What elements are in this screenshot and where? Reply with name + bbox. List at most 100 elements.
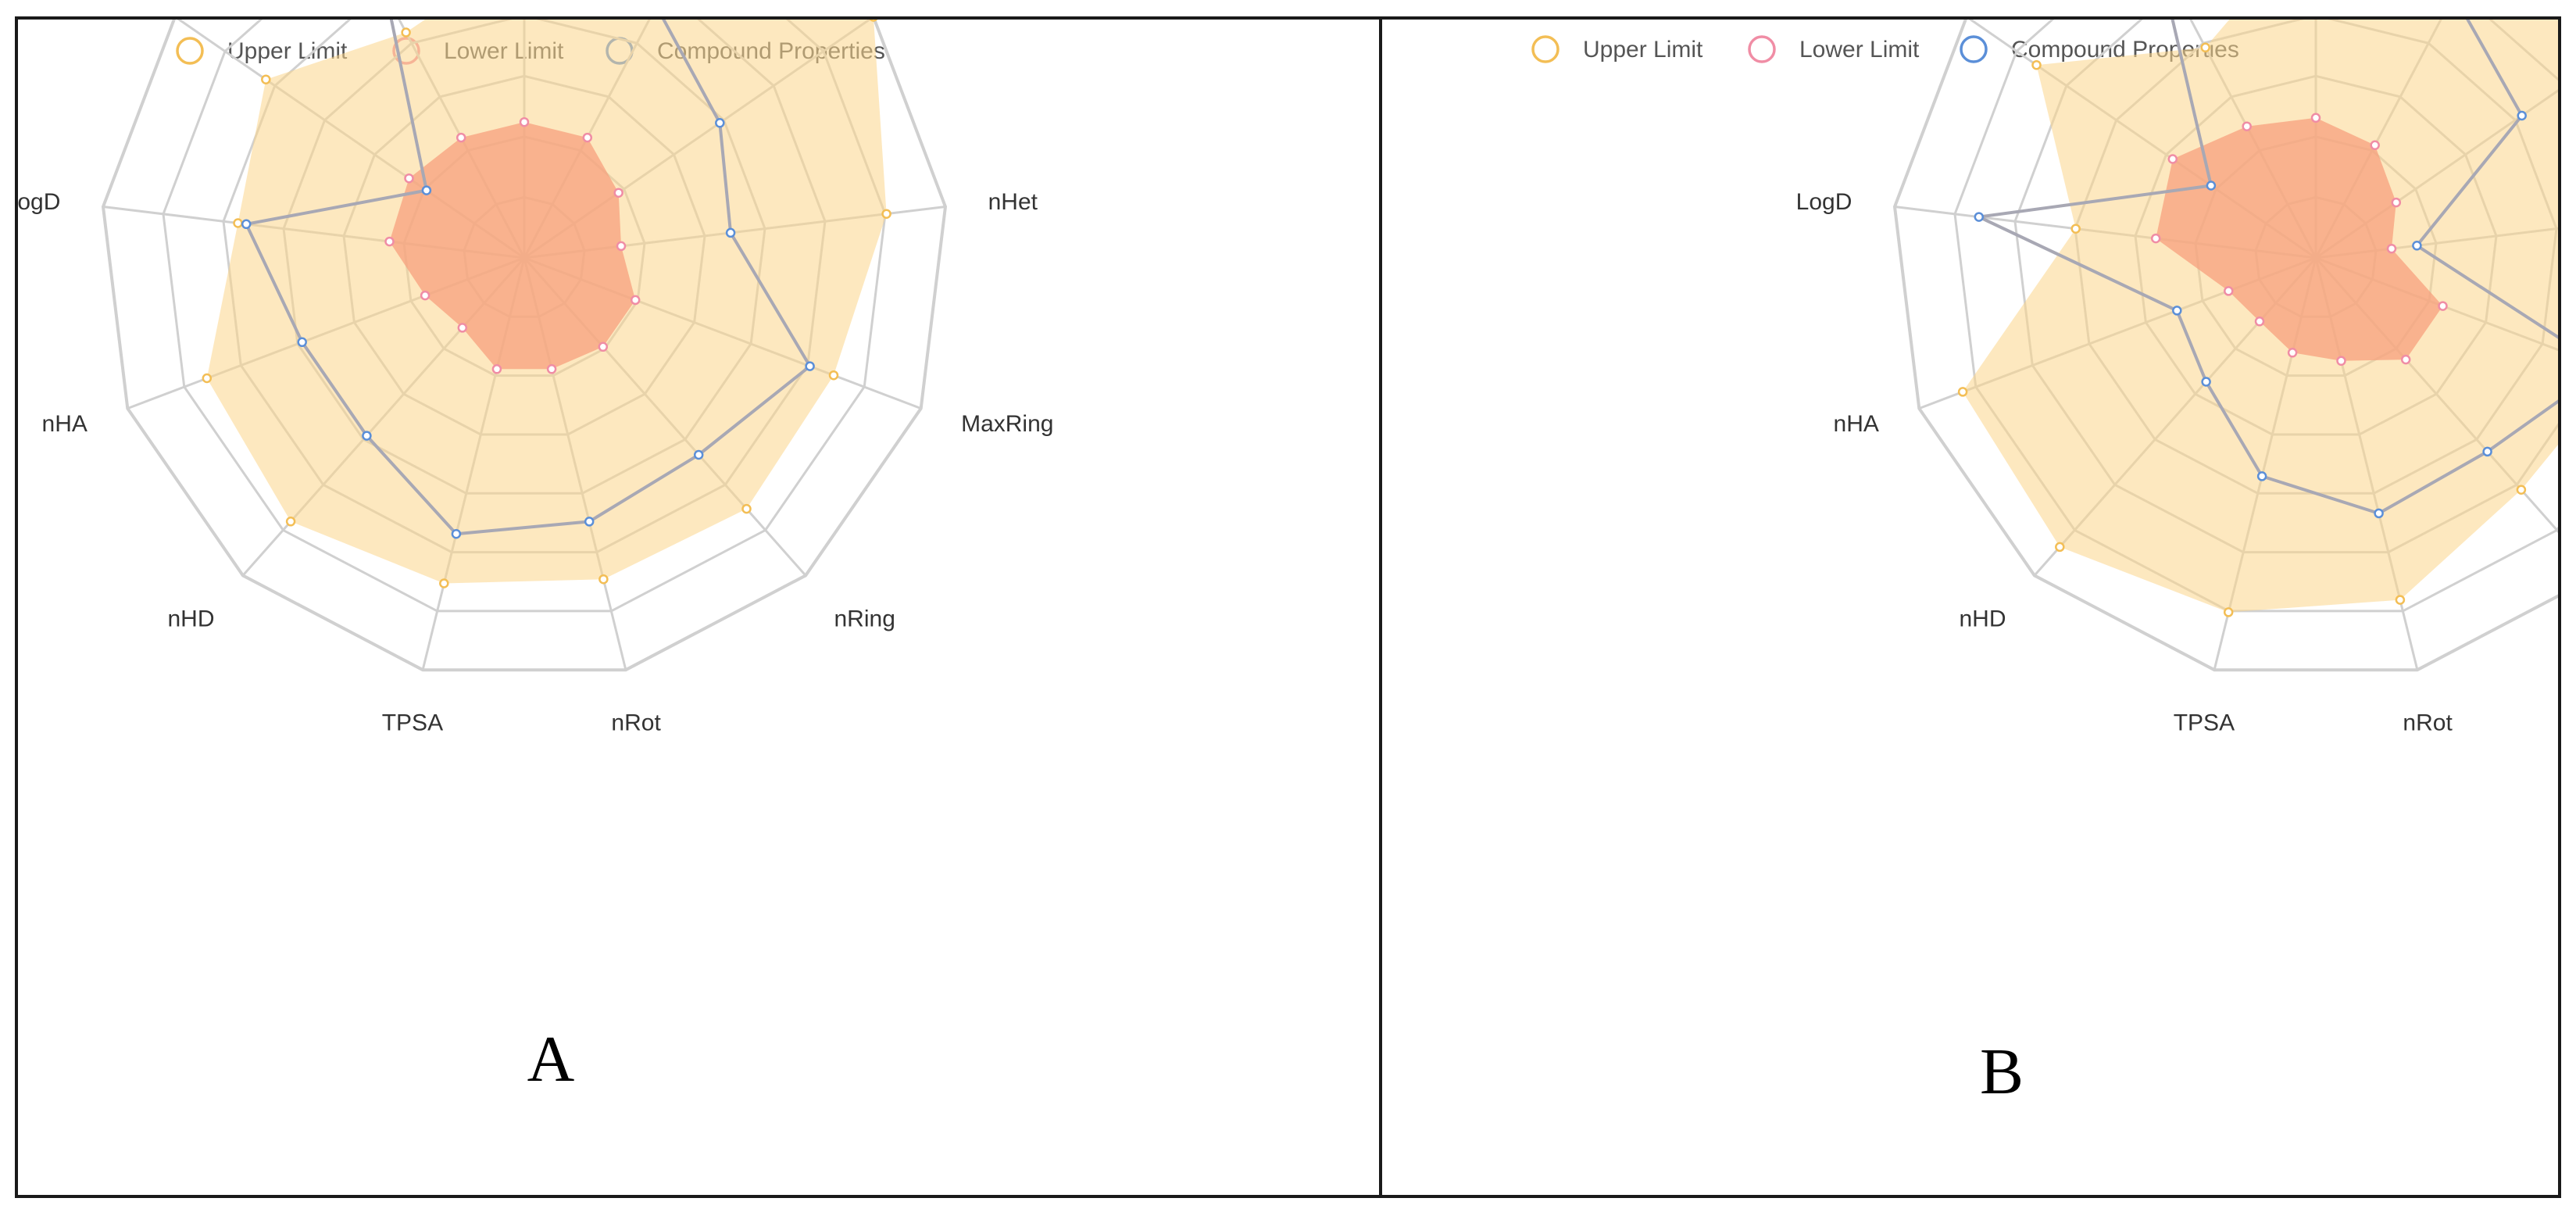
data-point-lower-nha	[2224, 286, 2234, 296]
series-area-compound	[1977, 20, 2558, 515]
data-point-lower-logp	[2242, 121, 2252, 131]
data-point-upper-nrot	[2395, 595, 2406, 605]
series-lower	[2150, 113, 2448, 367]
data-point-compound-logs	[2206, 181, 2217, 191]
panel-divider	[1379, 16, 1382, 1198]
data-point-lower-logp	[456, 132, 466, 143]
legend-marker-upper	[176, 37, 204, 65]
data-point-upper-nhd	[2055, 542, 2065, 553]
data-point-upper-logd	[233, 218, 243, 228]
data-point-upper-logs	[261, 74, 271, 84]
series-area-compound	[245, 20, 812, 536]
data-point-upper-maxring	[828, 370, 839, 381]
grid-ring	[1892, 20, 2558, 672]
legend-item-upper[interactable]: Upper Limit	[176, 37, 348, 65]
axis-label-nhd: nHD	[1959, 606, 2006, 632]
data-point-lower-nrig	[2370, 140, 2380, 151]
legend-marker-compound	[1960, 35, 1988, 63]
data-point-upper-logp	[401, 27, 411, 38]
axis-labels: MWnRigfCharnHetMaxRingnRingnRotTPSAnHDnH…	[18, 189, 1053, 736]
data-point-lower-mw	[519, 116, 530, 127]
data-point-compound-nhd	[362, 431, 372, 441]
data-point-upper-fchar	[869, 20, 878, 22]
axis-label-logd: LogD	[18, 189, 60, 215]
axis-label-tpsa: TPSA	[382, 710, 443, 736]
axis-labels: MWnRigfCharnHetMaxRingnRingnRotTPSAnHDnH…	[1796, 189, 2453, 736]
data-point-compound-fchar	[715, 118, 725, 128]
legend-label-upper: Upper Limit	[1583, 37, 1703, 63]
radar-chart-b: Upper Limit Lower Limit Compound Propert…	[1531, 20, 2558, 1108]
data-point-lower-logd	[384, 236, 395, 247]
data-point-lower-nhet	[2386, 243, 2397, 254]
data-point-lower-nha	[420, 290, 431, 301]
data-point-compound-maxring	[805, 361, 815, 371]
data-point-lower-logd	[2150, 233, 2161, 244]
axis-label-nha: nHA	[1834, 411, 1879, 437]
panel-label: B	[1980, 1035, 2024, 1108]
data-point-compound-nha	[297, 337, 307, 348]
data-point-lower-nhd	[457, 323, 468, 333]
data-point-upper-logs	[2031, 59, 2042, 70]
data-point-upper-logd	[2070, 224, 2081, 234]
data-point-compound-logs	[421, 185, 432, 195]
data-point-compound-nhet	[725, 227, 736, 238]
data-point-lower-logs	[404, 173, 414, 184]
data-point-upper-nring	[741, 503, 752, 514]
data-point-lower-logs	[2167, 154, 2178, 164]
data-point-compound-nrot	[2374, 508, 2384, 519]
data-point-compound-nha	[2172, 306, 2182, 316]
legend-label-lower: Lower Limit	[1799, 37, 1920, 63]
data-point-compound-tpsa	[2256, 471, 2267, 481]
data-point-upper-tpsa	[2223, 607, 2234, 617]
data-point-upper-logp	[2200, 42, 2210, 53]
data-point-compound-nring	[693, 449, 704, 460]
legend-item-upper[interactable]: Upper Limit	[1531, 35, 1703, 63]
data-point-upper-nhd	[285, 517, 296, 527]
data-point-compound-nhd	[2201, 377, 2211, 387]
data-point-compound-logd	[241, 219, 252, 230]
legend-item-lower[interactable]: Lower Limit	[1748, 35, 1920, 63]
grid-ring	[101, 20, 948, 672]
data-point-compound-nring	[2482, 446, 2492, 457]
data-point-compound-nhet	[2412, 241, 2422, 251]
data-point-upper-nring	[2516, 485, 2527, 495]
data-point-lower-tpsa	[2287, 348, 2298, 358]
data-point-lower-nhd	[2254, 317, 2265, 327]
panel-b: Upper Limit Lower Limit Compound Propert…	[1382, 20, 2558, 1195]
grid-ring	[1953, 20, 2558, 613]
axis-label-nha: nHA	[42, 411, 88, 437]
axis-label-nrot: nRot	[2403, 710, 2453, 736]
data-point-lower-nrot	[2336, 356, 2346, 367]
data-point-compound-logd	[1974, 212, 1985, 222]
legend-marker-upper	[1531, 35, 1560, 63]
data-point-lower-mw	[2310, 113, 2321, 123]
data-point-lower-maxring	[630, 295, 641, 306]
radar-chart-a: Upper Limit Lower Limit Compound Propert…	[18, 20, 1053, 1096]
data-point-lower-fchar	[613, 188, 623, 198]
panel-a: Upper Limit Lower Limit Compound Propert…	[18, 20, 1379, 1195]
series-compound	[241, 20, 815, 539]
series-area-lower	[2156, 117, 2443, 361]
axis-label-maxring: MaxRing	[961, 411, 1053, 437]
panel-label: A	[527, 1023, 575, 1096]
series-area-lower	[389, 122, 636, 370]
axis-label-logd: LogD	[1796, 189, 1853, 215]
legend-marker-lower	[1748, 35, 1776, 63]
data-point-upper-tpsa	[439, 578, 449, 588]
data-point-upper-nhet	[881, 209, 891, 219]
data-point-lower-nrot	[546, 364, 557, 374]
series-compound	[1974, 20, 2558, 519]
data-point-lower-nring	[598, 342, 609, 352]
axis-label-nring: nRing	[834, 606, 895, 632]
data-point-compound-fchar	[2517, 110, 2527, 121]
axis-label-nhd: nHD	[167, 606, 214, 632]
data-point-upper-nha	[1957, 387, 1968, 397]
data-point-lower-nring	[2400, 354, 2411, 365]
data-point-lower-maxring	[2438, 301, 2448, 311]
data-point-compound-nrot	[584, 517, 595, 527]
axis-label-nhet: nHet	[988, 189, 1038, 215]
data-point-upper-nha	[202, 373, 213, 384]
data-point-lower-nhet	[616, 241, 627, 252]
data-point-lower-fchar	[2391, 197, 2402, 208]
axis-label-nrot: nRot	[611, 710, 661, 736]
